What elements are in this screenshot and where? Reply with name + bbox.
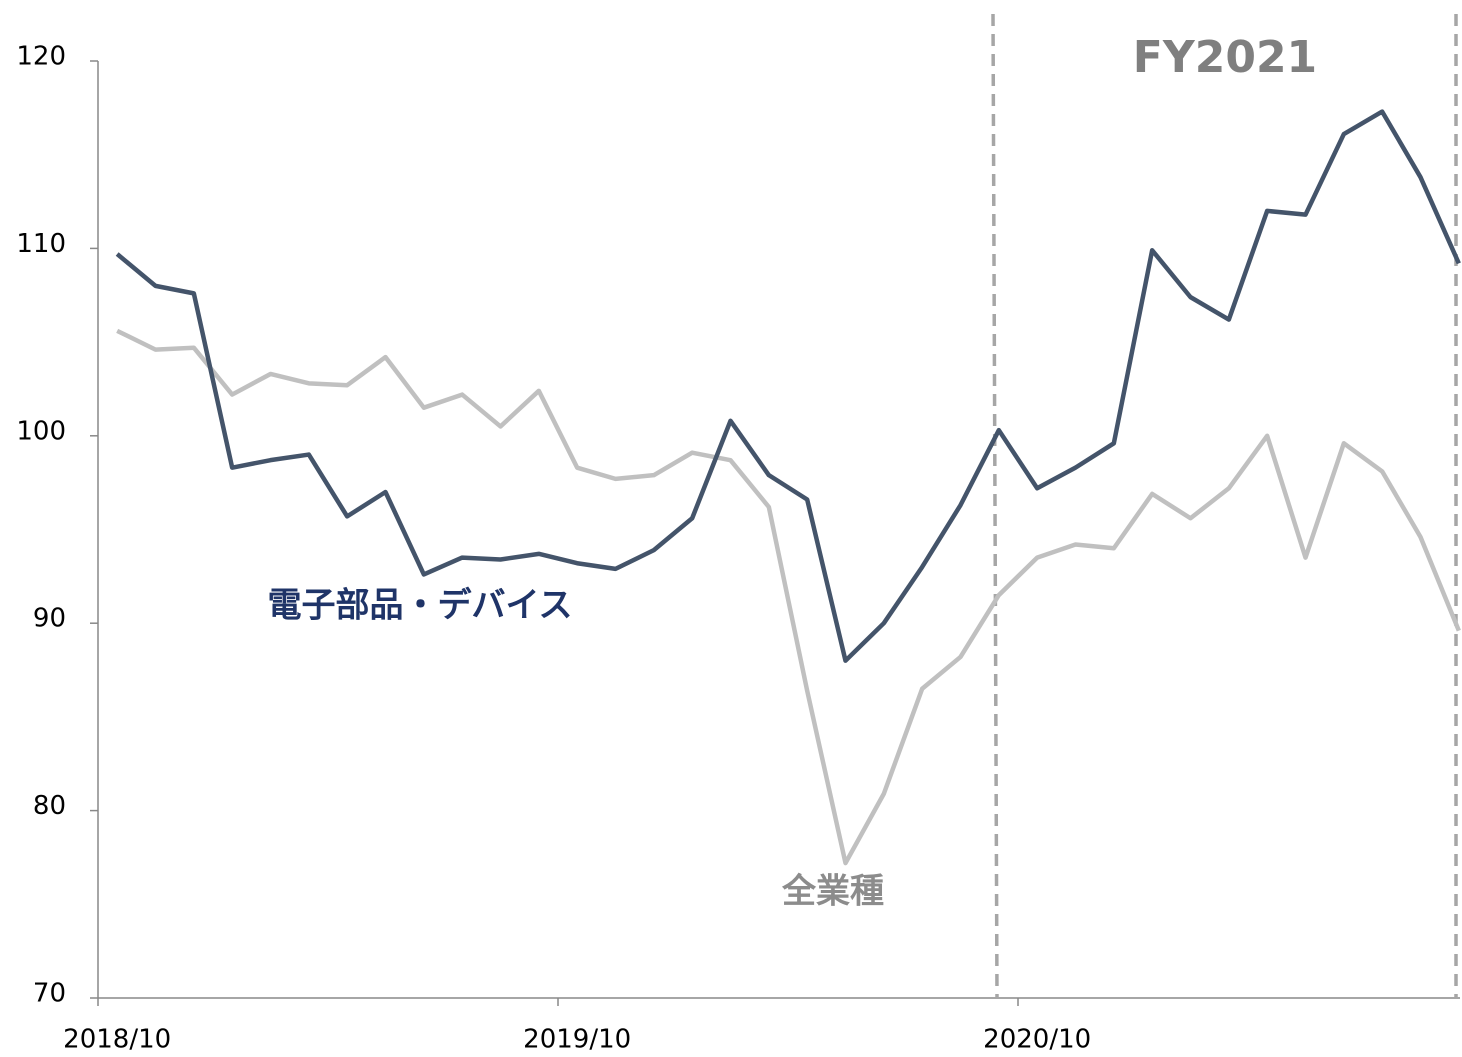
x-tick-label: 2019/10: [523, 1025, 631, 1055]
series-line: [115, 109, 1461, 663]
y-tick-label: 80: [33, 791, 66, 821]
x-tick-label: 2020/10: [983, 1025, 1091, 1055]
annotation: FY2021: [1133, 32, 1317, 83]
series-line: [116, 328, 1461, 866]
series-label: 全業種: [781, 872, 884, 912]
y-tick-label: 70: [33, 979, 66, 1009]
y-tick-label: 90: [33, 604, 66, 634]
x-tick-label: 2018/10: [63, 1025, 171, 1055]
fy-boundary: [991, 13, 999, 999]
y-tick-label: 100: [16, 416, 66, 446]
y-tick-label: 110: [16, 229, 66, 259]
series-label: 電子部品・デバイス: [268, 586, 573, 626]
y-tick-label: 120: [16, 42, 66, 72]
